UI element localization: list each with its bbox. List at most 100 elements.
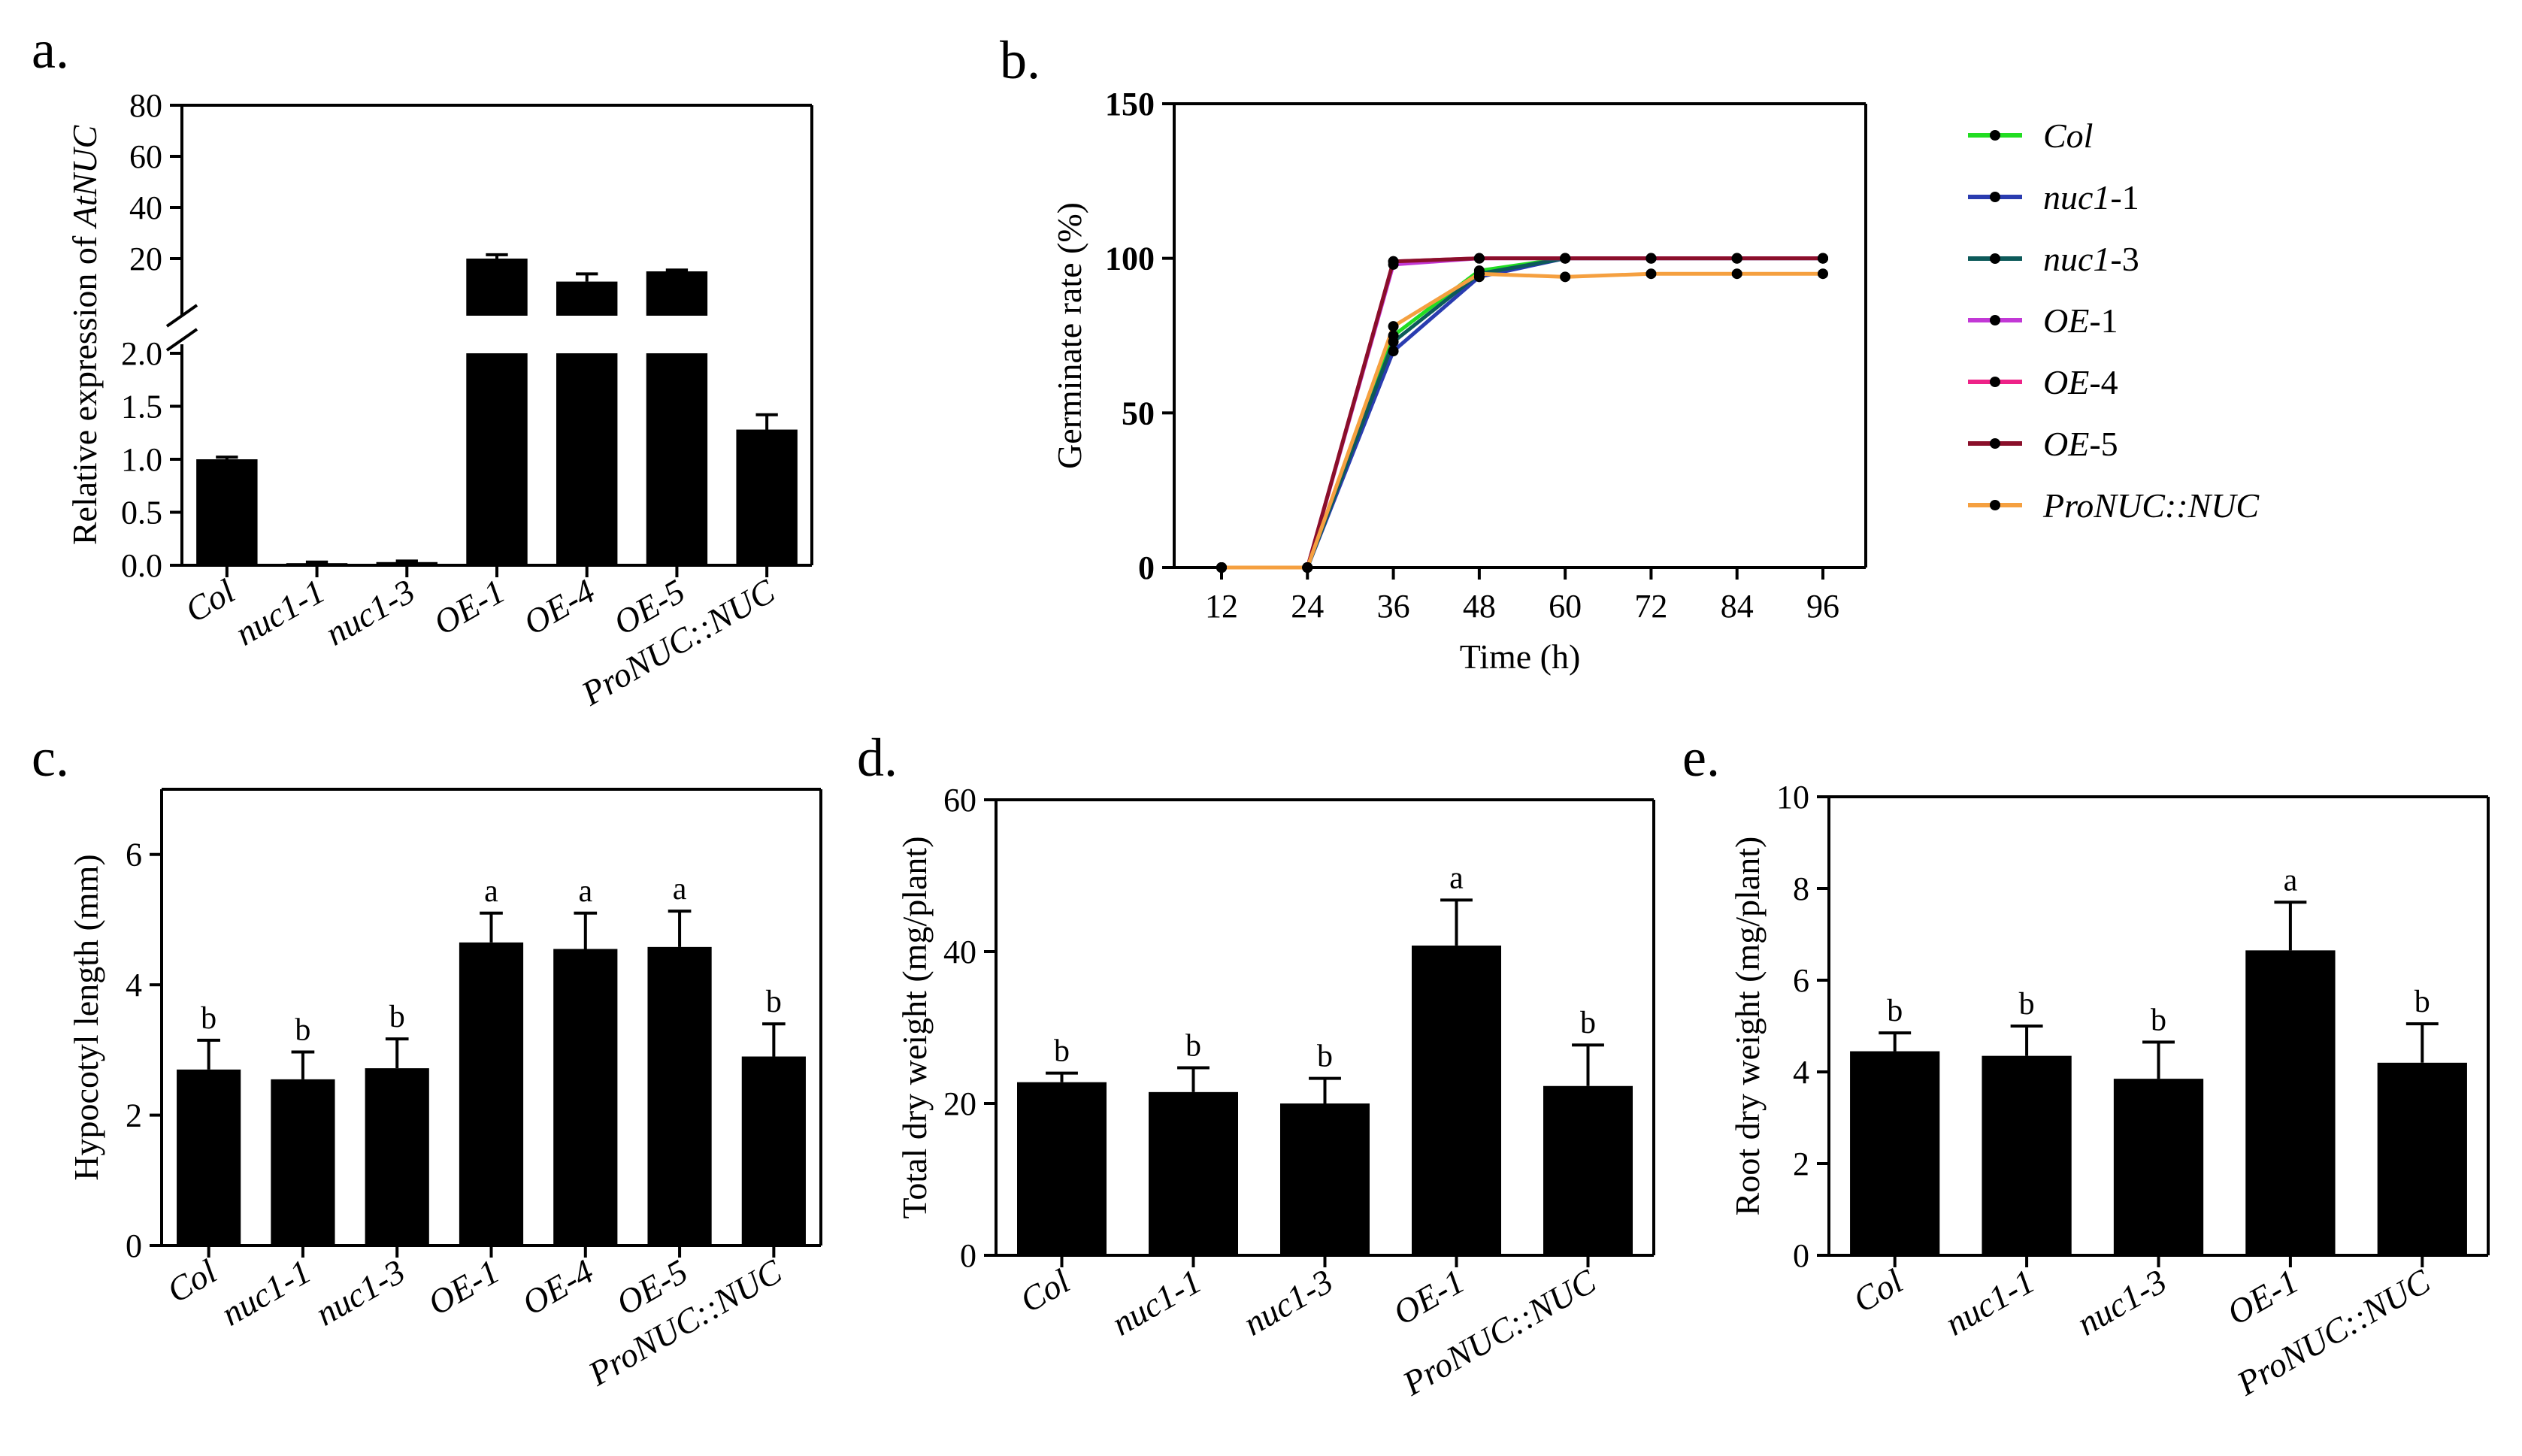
y-axis-title-e: Root dry weight (mg/plant) [1728,837,1767,1216]
y-axis-title-c: Hypocotyl length (mm) [67,854,105,1180]
category-label-d-3: OE-1 [1387,1261,1471,1332]
legend-label-0: Col [2043,117,2093,155]
y-tick-label-b-0: 0 [1138,549,1155,586]
legend-label-italic-6: ProNUC::NUC [2042,486,2260,525]
series-line-0 [1222,256,1823,570]
legend-label-italic-3: OE [2043,301,2089,340]
sig-letter-c-4: a [578,874,592,909]
sig-letter-c-0: b [201,1001,216,1036]
y-axis-title-a-text: Relative expression of [65,227,104,545]
bar-d-3 [1412,945,1501,1255]
bar-c-4 [553,949,618,1246]
series-point-5-3 [1473,253,1485,264]
series-point-6-7 [1818,268,1828,280]
chart-a-break-mark-2 [165,328,198,352]
bar-e-0 [1850,1051,1940,1255]
y-tick-label-b-1: 50 [1122,395,1155,431]
y-axis-title-d: Total dry weight (mg/plant) [895,836,934,1218]
category-label-a-2: nuc1-3 [319,571,421,652]
sig-letter-d-4: b [1580,1006,1596,1040]
legend-label-italic-2: nuc1 [2043,240,2110,278]
category-label-e-3: OE-1 [2221,1261,2305,1332]
series-point-6-6 [1731,268,1742,280]
legend-label-1: nuc1-1 [2043,178,2139,216]
sig-letter-c-6: b [766,985,782,1019]
bar-e-1 [1982,1055,2072,1255]
legend-marker-1 [1990,192,2000,202]
y-tick-label-e-0: 0 [1793,1237,1809,1274]
category-label-c-2: nuc1-3 [309,1252,411,1333]
category-label-c-3: OE-1 [422,1252,506,1322]
y-tick-label-d-0: 0 [960,1237,976,1274]
sig-letter-c-1: b [295,1013,310,1047]
y-axis-title-b: Germinate rate (%) [1050,202,1088,469]
bar-c-1 [271,1079,335,1246]
x-tick-label-b-0: 12 [1205,588,1238,625]
series-point-5-7 [1818,253,1828,264]
series-point-5-5 [1646,253,1657,264]
series-point-5-6 [1731,253,1742,264]
x-tick-label-b-3: 48 [1463,588,1496,625]
x-tick-label-b-7: 96 [1806,588,1839,625]
panel-label-b: b. [1000,30,1040,90]
bar-a-0 [196,459,258,565]
series-point-6-1 [1302,562,1313,573]
legend-label-italic-0: Col [2043,117,2093,155]
sig-letter-e-0: b [1887,994,1903,1028]
legend-label-italic-5: OE [2043,425,2089,463]
legend-marker-3 [1990,315,2000,325]
category-label-c-4: OE-4 [516,1252,600,1322]
series-line-3 [1222,256,1823,570]
bar-e-2 [2113,1079,2204,1255]
x-tick-label-b-6: 84 [1721,588,1754,625]
sig-letter-d-2: b [1317,1040,1333,1074]
sig-letter-e-3: a [2284,863,2298,898]
category-label-e-0: Col [1847,1261,1909,1319]
series-point-6-0 [1216,562,1227,573]
bar-d-0 [1017,1082,1107,1255]
legend-label-italic-4: OE [2043,363,2089,401]
bar-a-1 [286,563,348,566]
series-point-6-4 [1560,271,1571,283]
legend-marker-4 [1990,377,2000,387]
chart-b: 0 50 100 150 12 24 36 48 60 72 84 96 Time (h) Germina… [1050,86,1867,676]
y-tick-label-a-low-0: 0.0 [121,547,162,584]
bar-a-6 [736,429,798,565]
category-label-a-1: nuc1-1 [229,571,331,652]
category-label-d-0: Col [1013,1261,1076,1319]
bar-a-upper-3 [466,259,528,316]
y-tick-label-a-up-1: 40 [129,189,162,226]
y-tick-label-e-3: 6 [1793,962,1809,999]
legend-label-2: nuc1-3 [2043,240,2139,278]
bar-a-lower-4 [556,353,618,565]
legend-label-4: OE-4 [2043,363,2118,401]
x-tick-label-b-4: 60 [1549,588,1582,625]
sig-letter-e-4: b [2415,985,2430,1019]
legend-marker-2 [1990,253,2000,264]
series-point-6-5 [1646,268,1657,280]
x-tick-label-b-2: 36 [1377,588,1410,625]
bar-c-3 [459,942,524,1246]
y-tick-label-d-3: 60 [943,782,976,819]
sig-letter-c-5: a [673,872,687,907]
bar-c-0 [177,1069,241,1246]
series-point-2-2 [1388,336,1399,347]
bar-c-5 [647,946,712,1246]
legend-label-3: OE-1 [2043,301,2118,340]
bar-e-4 [2377,1062,2467,1255]
y-axis-title-a-gene: AtNUC [65,125,104,230]
y-tick-label-d-2: 40 [943,934,976,970]
y-tick-label-a-low-1: 0.5 [121,495,162,531]
y-tick-label-c-2: 4 [126,967,142,1003]
panel-label-a: a. [32,20,69,80]
bar-a-upper-4 [556,281,618,316]
sig-letter-e-2: b [2151,1003,2166,1037]
series-line-2 [1222,256,1823,570]
category-label-c-1: nuc1-1 [215,1252,317,1333]
x-axis-title-b: Time (h) [1460,637,1581,676]
y-tick-label-e-5: 10 [1776,779,1809,816]
y-tick-label-b-2: 100 [1105,241,1155,277]
panel-label-c: c. [32,728,69,788]
